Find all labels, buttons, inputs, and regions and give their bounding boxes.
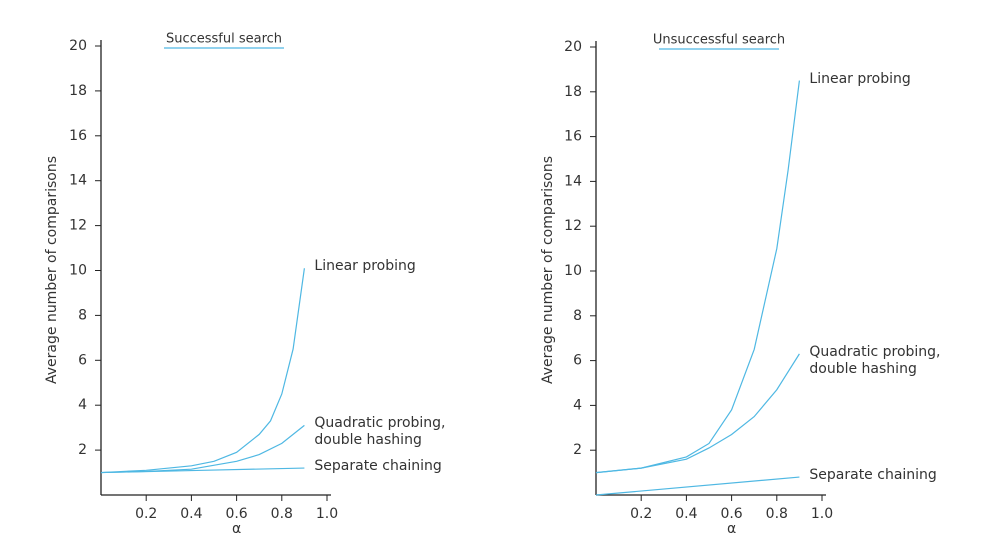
y-tick-label: 14 [69, 173, 87, 189]
y-tick-label: 18 [564, 84, 582, 100]
y-tick-label: 4 [573, 397, 582, 413]
y-tick-label: 20 [69, 38, 87, 54]
y-axis-label: Average number of comparisons [540, 156, 556, 384]
series-label: Linear probing [314, 258, 416, 275]
line-series [595, 353, 800, 474]
line-series [595, 80, 800, 474]
y-tick-label: 6 [573, 353, 582, 369]
x-tick-label: 0.8 [766, 506, 788, 522]
series-label-box: Separate chaining [314, 458, 442, 475]
line-series [100, 268, 305, 474]
series-label-box: Separate chaining [809, 467, 937, 484]
y-axis-label: Average number of comparisons [44, 156, 60, 384]
x-tick-label: 1.0 [316, 506, 338, 522]
subplot: Unsuccessful search Average number of com… [540, 33, 941, 538]
x-tick-label: 0.6 [225, 506, 247, 522]
series-label: Separate chaining [314, 458, 442, 475]
chart-title: Unsuccessful search [653, 33, 785, 48]
y-tick-label: 10 [69, 263, 87, 279]
x-tick-label: 0.4 [675, 506, 697, 522]
series-label: Separate chaining [809, 467, 937, 484]
series-label-box: Linear probing [809, 70, 911, 87]
series-label: Quadratic probing, double hashing [314, 415, 446, 449]
y-tick-label: 12 [69, 218, 87, 234]
series-label-box: Quadratic probing, double hashing [314, 415, 446, 449]
x-tick-label: 0.2 [630, 506, 652, 522]
y-tick-label: 16 [564, 129, 582, 145]
x-tick-label: 1.0 [811, 506, 833, 522]
y-tick-label: 4 [78, 397, 87, 413]
y-tick-label: 18 [69, 83, 87, 99]
y-tick-label: 2 [78, 442, 87, 458]
y-tick-label: 6 [78, 352, 87, 368]
chart-title: Successful search [166, 32, 282, 47]
x-axis-label: α [232, 521, 241, 537]
y-tick-label: 14 [564, 173, 582, 189]
line-series [595, 476, 800, 496]
x-tick-label: 0.2 [135, 506, 157, 522]
subplot: Successful search Average number of compa… [44, 32, 446, 538]
y-tick-label: 16 [69, 128, 87, 144]
x-tick-label: 0.4 [180, 506, 202, 522]
y-tick-label: 12 [564, 218, 582, 234]
x-axis-label: α [727, 521, 736, 537]
y-tick-label: 8 [573, 308, 582, 324]
x-tick-label: 0.8 [271, 506, 293, 522]
series-label: Quadratic probing, double hashing [809, 343, 941, 377]
y-tick-label: 2 [573, 442, 582, 458]
line-series [100, 467, 305, 474]
series-label-box: Quadratic probing, double hashing [809, 343, 941, 377]
series-label: Linear probing [809, 70, 911, 87]
series-label-box: Linear probing [314, 258, 416, 275]
y-tick-label: 10 [564, 263, 582, 279]
line-series [100, 424, 305, 474]
x-tick-label: 0.6 [720, 506, 742, 522]
y-tick-label: 8 [78, 307, 87, 323]
y-tick-label: 20 [564, 39, 582, 55]
